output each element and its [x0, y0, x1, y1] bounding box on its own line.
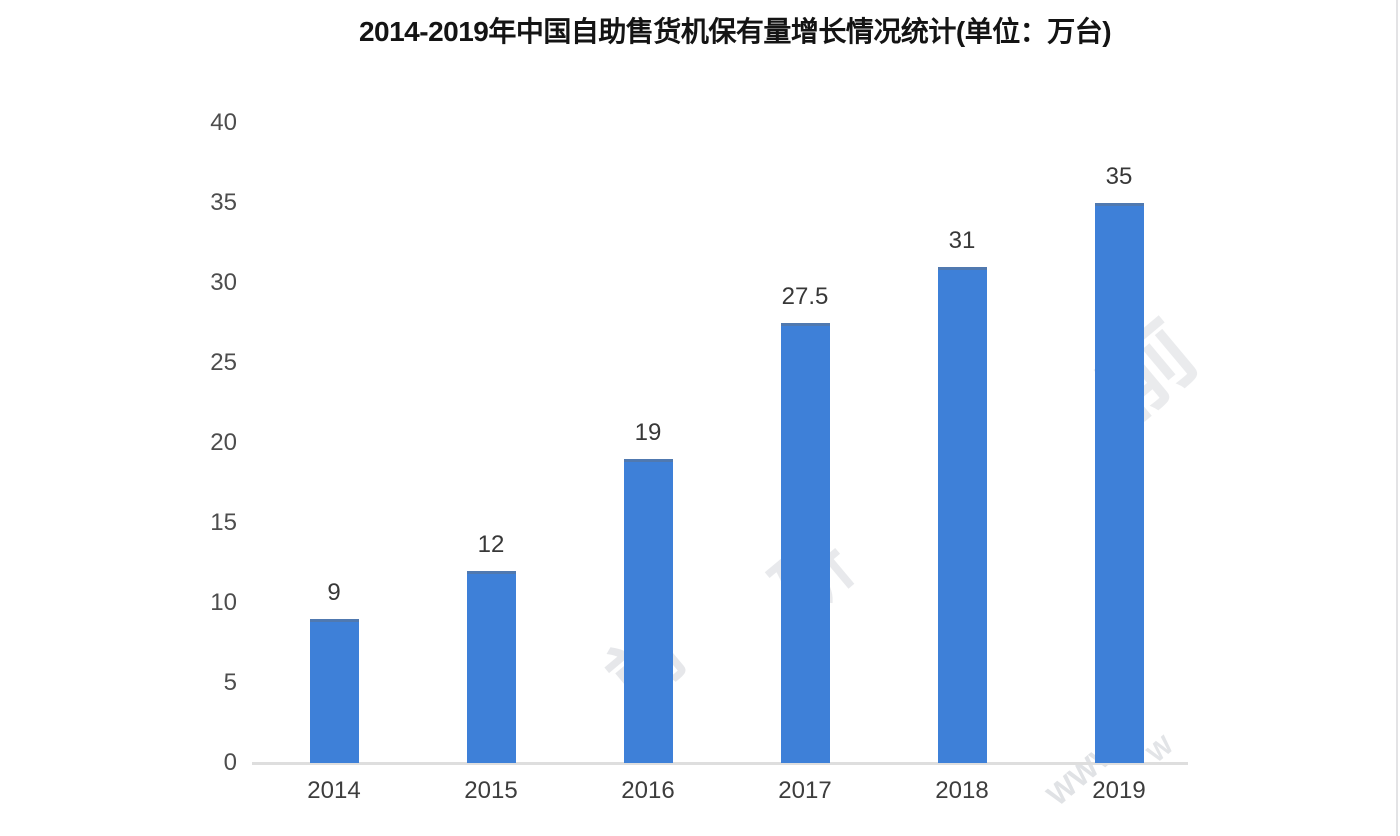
y-axis-tick-label: 15: [210, 509, 237, 536]
bar-value-label: 35: [1105, 163, 1133, 190]
bar-value-label: 27.5: [781, 283, 829, 310]
bar-2019: [1094, 203, 1144, 763]
y-axis-tick-label: 30: [210, 269, 237, 296]
bar-value-label: 12: [477, 531, 505, 558]
x-axis-tick-label: 2018: [935, 777, 989, 804]
bar-value-label: 19: [634, 419, 662, 446]
bar-2018: [937, 267, 987, 763]
bar-value-label: 9: [327, 579, 341, 606]
bar-2014: [309, 619, 359, 763]
y-axis-tick-label: 25: [210, 349, 237, 376]
x-axis-tick-label: 2014: [307, 777, 361, 804]
x-axis-tick-label: 2015: [464, 777, 518, 804]
y-axis-tick-label: 10: [210, 589, 237, 616]
y-axis-tick-label: 5: [223, 669, 237, 696]
x-axis-tick-label: 2017: [778, 777, 832, 804]
x-axis-tick-label: 2016: [621, 777, 675, 804]
x-axis-tick-label: 2019: [1092, 777, 1146, 804]
bar-2017: [780, 323, 830, 763]
y-axis-tick-label: 40: [210, 109, 237, 136]
y-axis-tick-label: 0: [223, 749, 237, 776]
chart-title: 2014-2019年中国自助售货机保有量增长情况统计(单位：万台): [358, 16, 1112, 47]
page-edge-line: [1396, 0, 1398, 836]
y-axis-tick-label: 35: [210, 189, 237, 216]
bar-2016: [623, 459, 673, 763]
bar-value-label: 31: [948, 227, 976, 254]
y-axis-tick-label: 20: [210, 429, 237, 456]
x-axis-line: [252, 762, 1188, 765]
bar-2015: [466, 571, 516, 763]
